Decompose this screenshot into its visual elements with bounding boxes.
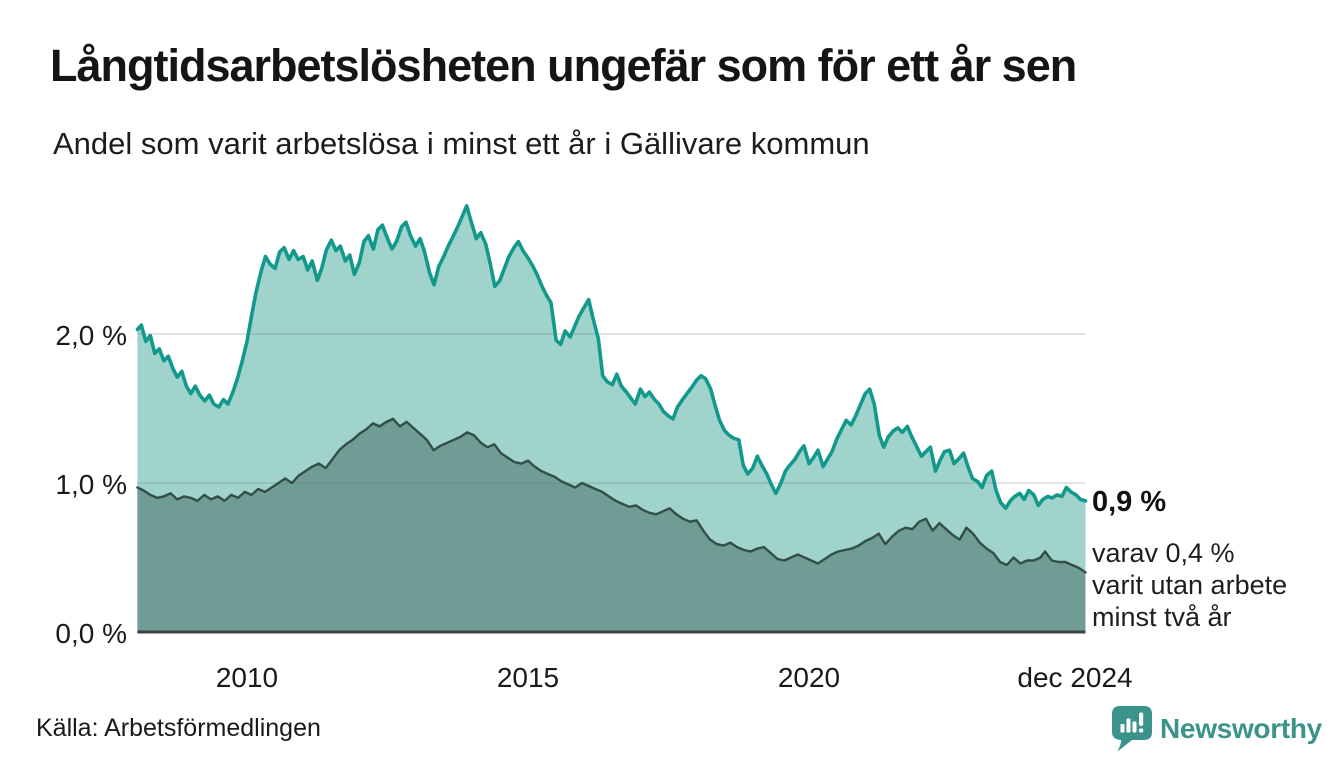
- end-sub-line-2: varit utan arbete: [1092, 570, 1288, 600]
- series-end-sub-label: varav 0,4 % varit utan arbete minst två …: [1092, 537, 1287, 633]
- newsworthy-logo-icon: [1112, 706, 1152, 752]
- x-axis-tick-2020: 2020: [777, 662, 841, 693]
- newsworthy-wordmark: Newsworthy: [1160, 713, 1322, 744]
- newsworthy-logo: Newsworthy: [1112, 706, 1322, 752]
- unemployment-area-chart: [135, 204, 1088, 634]
- y-axis-tick-0: 0,0 %: [55, 618, 127, 649]
- source-caption: Källa: Arbetsförmedlingen: [36, 714, 321, 742]
- y-axis-tick-2: 2,0 %: [55, 320, 127, 351]
- x-axis-tick-dec-2024: dec 2024: [1017, 662, 1133, 693]
- page-subtitle: Andel som varit arbetslösa i minst ett å…: [53, 126, 870, 161]
- end-sub-line-3: minst två år: [1092, 602, 1232, 632]
- series-end-value-label: 0,9 %: [1092, 486, 1167, 518]
- y-axis-tick-1: 1,0 %: [55, 469, 127, 500]
- x-axis-tick-2015: 2015: [496, 662, 560, 693]
- page-title: Långtidsarbetslösheten ungefär som för e…: [50, 40, 1077, 91]
- end-sub-line-1: varav 0,4 %: [1092, 538, 1235, 568]
- x-axis-tick-2010: 2010: [215, 662, 279, 693]
